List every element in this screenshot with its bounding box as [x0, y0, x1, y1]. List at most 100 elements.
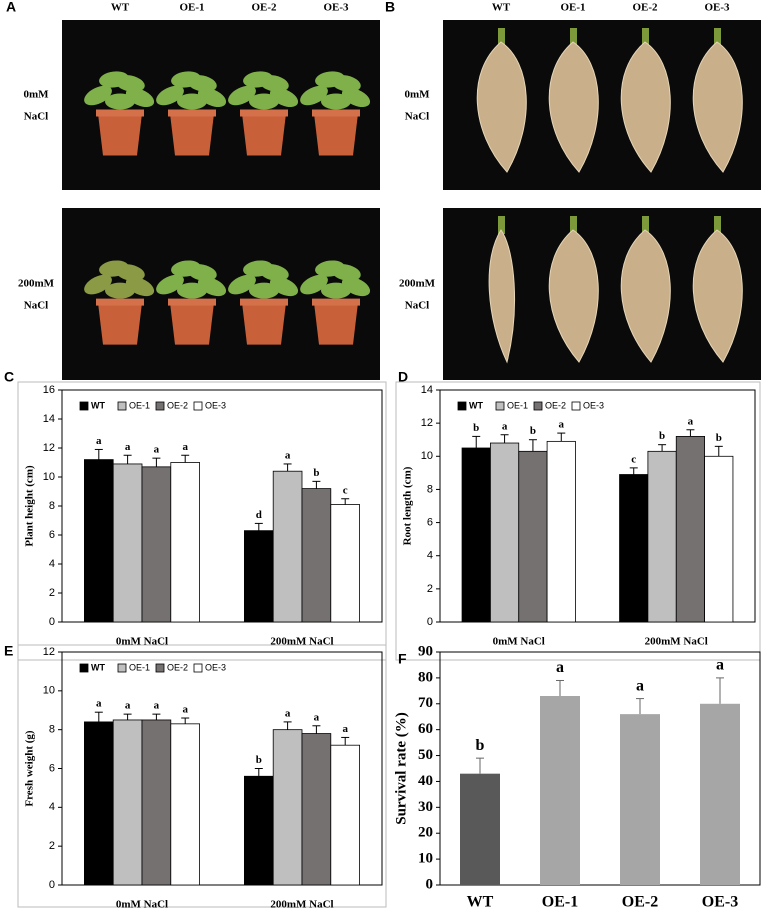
- leaf: [259, 75, 289, 92]
- leaf: [331, 264, 361, 282]
- significance-label: b: [530, 425, 536, 437]
- bar: [647, 450, 677, 623]
- column-label: OE-2: [251, 2, 277, 14]
- y-axis-label: Fresh weight (g): [24, 730, 36, 807]
- significance-label: a: [559, 419, 565, 431]
- bar: [272, 729, 303, 886]
- leaf: [249, 282, 279, 299]
- chart-frame: [395, 381, 761, 661]
- significance-label: a: [96, 435, 102, 447]
- legend-label: OE-3: [583, 400, 604, 410]
- leaf: [321, 93, 351, 110]
- y-tick-label: 14: [421, 384, 433, 396]
- root: [692, 41, 743, 173]
- bar: [460, 773, 500, 885]
- pot: [242, 113, 286, 156]
- y-axis-label: Survival rate (%): [393, 712, 409, 824]
- legend-swatch: [117, 401, 127, 411]
- root: [548, 229, 599, 363]
- y-tick-label: 12: [43, 442, 55, 454]
- pot-rim: [96, 109, 144, 117]
- y-tick-label: 12: [421, 417, 433, 429]
- significance-label: b: [716, 432, 722, 444]
- x-tick-label: 200mM NaCl: [645, 636, 708, 648]
- pot-rim: [96, 298, 144, 306]
- y-tick-label: 8: [49, 724, 55, 736]
- y-tick-label: 8: [49, 500, 55, 512]
- leaf: [156, 274, 184, 295]
- stem: [498, 28, 505, 46]
- legend-swatch: [79, 663, 89, 673]
- y-axis-label: Plant height (cm): [24, 465, 36, 547]
- panel-letter: B: [385, 0, 395, 15]
- y-tick-label: 70: [418, 695, 433, 711]
- significance-label: b: [473, 422, 479, 434]
- significance-label: a: [182, 704, 188, 716]
- significance-label: a: [285, 707, 291, 719]
- significance-label: a: [556, 659, 564, 676]
- row-label: 0mM: [23, 89, 49, 101]
- y-tick-label: 20: [418, 825, 433, 841]
- leaf: [84, 85, 112, 106]
- significance-label: d: [256, 509, 262, 521]
- pot-rim: [240, 298, 288, 306]
- significance-label: a: [636, 677, 644, 694]
- y-tick-label: 4: [49, 558, 55, 570]
- legend-label: OE-1: [507, 400, 528, 410]
- legend-label: OE-2: [167, 662, 188, 672]
- column-label: OE-1: [179, 2, 204, 14]
- chart-frame: [17, 381, 387, 661]
- leaf: [300, 85, 328, 106]
- leaf: [177, 93, 207, 110]
- significance-label: a: [502, 420, 508, 432]
- stem: [570, 216, 577, 234]
- root: [692, 229, 743, 363]
- y-tick-label: 16: [43, 384, 55, 396]
- leaf: [331, 75, 361, 92]
- root: [620, 41, 671, 173]
- chart-frame: [17, 644, 387, 908]
- x-tick-label: OE-1: [542, 894, 578, 910]
- bar: [546, 440, 576, 623]
- bar: [84, 721, 114, 886]
- pot: [98, 302, 142, 345]
- y-tick-label: 60: [418, 721, 433, 737]
- bar: [675, 435, 706, 623]
- bar: [84, 459, 114, 623]
- bar: [704, 455, 734, 623]
- pot: [242, 302, 286, 345]
- leaf: [321, 282, 351, 299]
- bar: [243, 775, 274, 886]
- bar: [112, 463, 143, 623]
- root: [620, 229, 671, 363]
- y-tick-label: 12: [43, 646, 55, 658]
- legend-label: OE-2: [545, 400, 566, 410]
- legend-swatch: [155, 401, 165, 411]
- legend-swatch: [495, 401, 505, 411]
- column-label: OE-2: [632, 2, 658, 14]
- y-tick-label: 90: [418, 643, 433, 659]
- pot: [98, 113, 142, 156]
- significance-label: a: [182, 441, 188, 453]
- legend-swatch: [533, 401, 543, 411]
- y-tick-label: 10: [421, 450, 433, 462]
- column-label: WT: [492, 2, 511, 14]
- stem: [642, 216, 649, 234]
- x-tick-label: 0mM NaCl: [116, 899, 168, 910]
- stem: [570, 28, 577, 46]
- leaf: [300, 274, 328, 295]
- legend-label: OE-1: [129, 400, 150, 410]
- bar: [301, 733, 332, 886]
- bar: [461, 447, 491, 623]
- y-tick-label: 2: [49, 587, 55, 599]
- y-axis-label: Root length (cm): [402, 466, 414, 545]
- x-tick-label: WT: [467, 894, 494, 910]
- leaf: [177, 282, 207, 299]
- pot-rim: [168, 298, 216, 306]
- y-tick-label: 8: [427, 483, 433, 495]
- y-tick-label: 14: [43, 413, 55, 425]
- legend-swatch: [457, 401, 467, 411]
- y-tick-label: 0: [49, 616, 55, 628]
- bar: [112, 719, 143, 886]
- y-tick-label: 6: [49, 529, 55, 541]
